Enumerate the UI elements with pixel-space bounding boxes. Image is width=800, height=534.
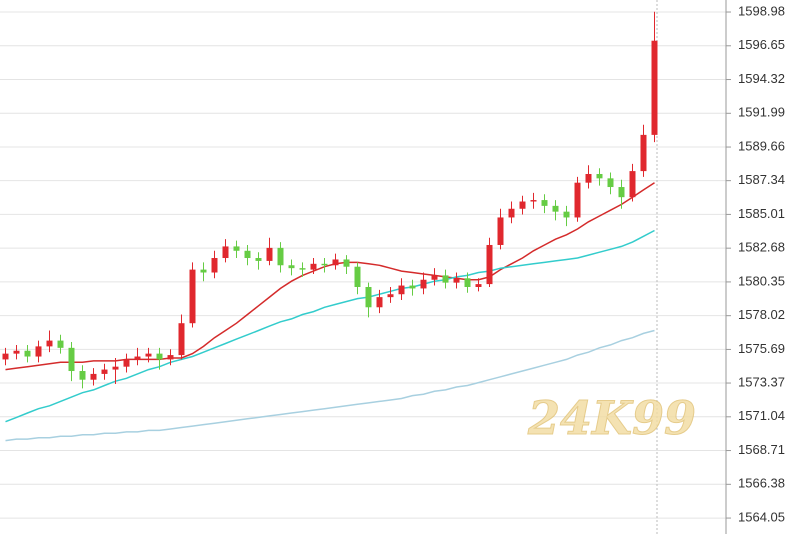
moving-average — [5, 182, 655, 371]
candle-body — [398, 285, 405, 295]
candle-body — [365, 286, 372, 308]
candle-body — [211, 258, 218, 273]
candle-body — [431, 275, 438, 280]
candle-body — [596, 173, 603, 179]
candle-body — [321, 263, 328, 266]
candle-body — [299, 268, 306, 270]
candle-body — [541, 200, 548, 206]
candle-body — [13, 350, 20, 354]
candle-body — [486, 244, 493, 285]
candle-body — [57, 340, 64, 348]
candle-body — [629, 171, 636, 198]
candle-body — [310, 263, 317, 270]
candle-body — [530, 200, 537, 202]
candle-body — [200, 269, 207, 273]
candle-body — [101, 369, 108, 374]
y-tick-label: 1566.38 — [738, 476, 785, 491]
y-tick-label: 1587.34 — [738, 172, 785, 187]
candle-body — [244, 250, 251, 259]
y-tick-label: 1568.71 — [738, 442, 785, 457]
candle-body — [607, 178, 614, 188]
candle-body — [574, 182, 581, 218]
candle-body — [123, 359, 130, 367]
y-tick-label: 1594.32 — [738, 71, 785, 86]
y-tick-label: 1596.65 — [738, 37, 785, 52]
candle-body — [519, 201, 526, 209]
y-tick-label: 1575.69 — [738, 341, 785, 356]
candle-body — [167, 355, 174, 360]
candle-body — [233, 246, 240, 251]
y-tick-label: 1578.02 — [738, 307, 785, 322]
y-tick-label: 1580.35 — [738, 273, 785, 288]
moving-average — [5, 229, 655, 423]
candle-body — [651, 40, 658, 135]
candle-body — [277, 247, 284, 266]
candle-body — [178, 323, 185, 356]
candle-body — [112, 366, 119, 370]
candle-body — [68, 347, 75, 372]
y-tick-label: 1564.05 — [738, 510, 785, 525]
candle-body — [420, 279, 427, 289]
candle-body — [46, 340, 53, 347]
candle-body — [222, 246, 229, 259]
candle-body — [464, 278, 471, 287]
y-tick-label: 1589.66 — [738, 138, 785, 153]
candle-body — [134, 356, 141, 360]
candle-body — [145, 353, 152, 357]
candle-body — [497, 217, 504, 245]
candle-body — [79, 371, 86, 380]
candle-body — [2, 353, 9, 360]
watermark: 24K99 — [527, 391, 696, 445]
y-tick-label: 1585.01 — [738, 206, 785, 221]
candle-body — [266, 247, 273, 261]
candle-body — [585, 173, 592, 183]
candle-body — [442, 275, 449, 283]
candle-body — [332, 259, 339, 266]
candle-body — [24, 350, 31, 357]
y-tick-label: 1582.68 — [738, 240, 785, 255]
candle-body — [387, 294, 394, 298]
candle-body — [354, 266, 361, 287]
candle-body — [640, 134, 647, 172]
candle-body — [552, 205, 559, 212]
y-tick-label: 1598.98 — [738, 3, 785, 18]
candle-body — [453, 278, 460, 283]
y-tick-label: 1573.37 — [738, 374, 785, 389]
candle-body — [475, 284, 482, 287]
candle-body — [189, 269, 196, 324]
candle-body — [255, 258, 262, 261]
candle-body — [35, 346, 42, 357]
y-tick-label: 1571.04 — [738, 408, 785, 423]
moving-average — [5, 329, 655, 442]
candle-body — [618, 187, 625, 198]
candle-body — [156, 353, 163, 360]
candle-body — [409, 285, 416, 289]
y-tick-label: 1591.99 — [738, 105, 785, 120]
candle-body — [288, 265, 295, 269]
candle-body — [90, 373, 97, 380]
candle-body — [508, 208, 515, 218]
candle-body — [563, 211, 570, 218]
candle-body — [376, 297, 383, 308]
candle-body — [343, 259, 350, 267]
